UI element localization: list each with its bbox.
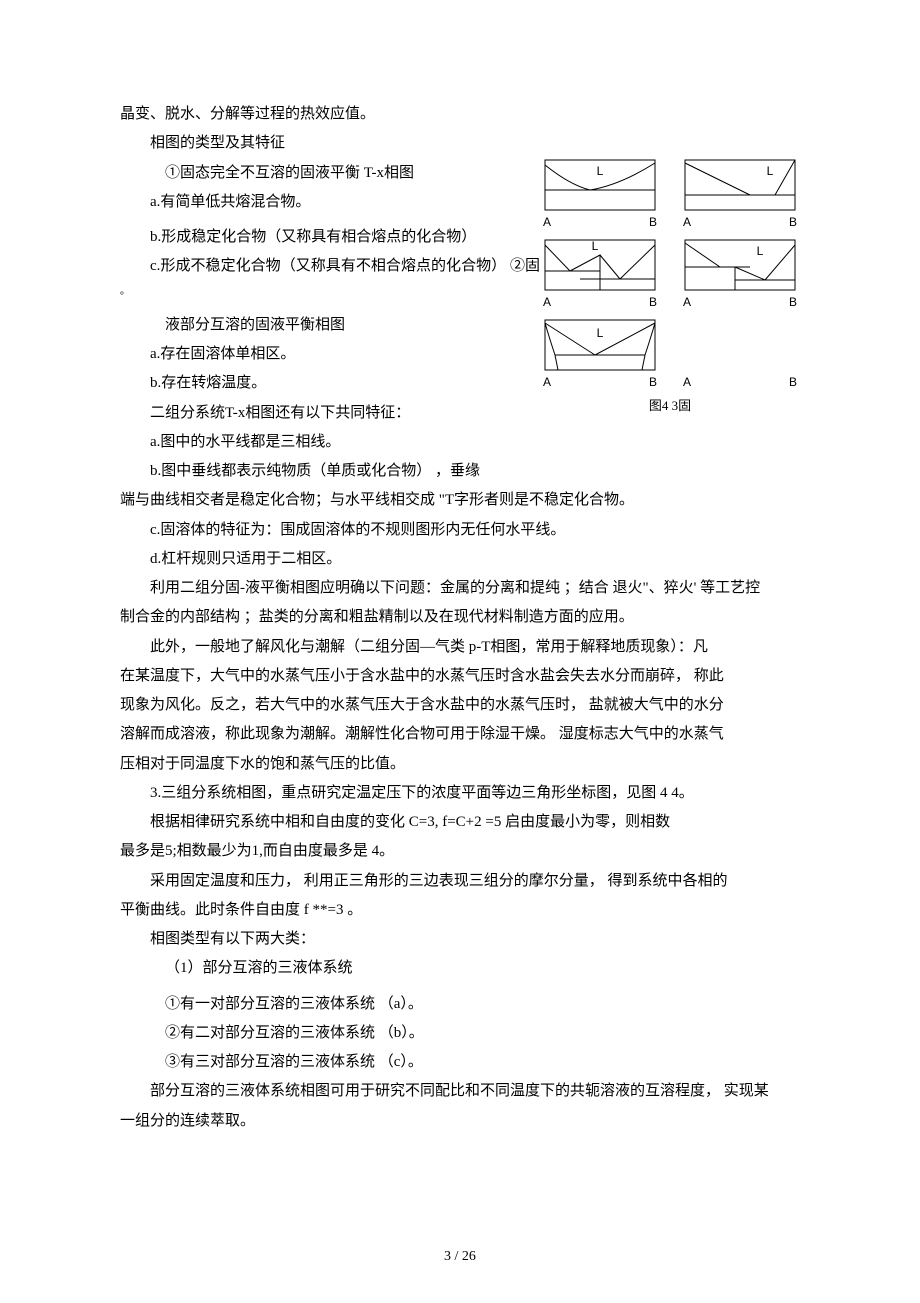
figure-row-3: L A B A B	[540, 315, 800, 389]
para-10: 二组分系统T-x相图还有以下共同特征：	[120, 399, 540, 428]
figure-caption: 图4 3固	[540, 395, 800, 414]
para-3: ①固态完全不互溶的固液平衡 T-x相图	[120, 159, 540, 188]
para-6a: c.形成不稳定化合物（又称具有不相合熔点的化合物） ②固	[150, 258, 540, 274]
para-19: 在某温度下，大气中的水蒸气压小于含水盐中的水蒸气压时含水盐会失去水分而崩碎， 称…	[120, 662, 800, 691]
para-24: 根据相律研究系统中相和自由度的变化 C=3, f=C+2 =5 启由度最小为零，…	[120, 808, 800, 837]
label-L: L	[597, 326, 604, 340]
axis-a: A	[543, 215, 551, 229]
diagram-4: L A B	[680, 235, 800, 309]
page: L A B L A B	[0, 0, 920, 1303]
para-25: 最多是5;相数最少为1,而自由度最多是 4。	[120, 837, 800, 866]
axis-a: A	[683, 215, 691, 229]
axis-b: B	[649, 215, 657, 229]
axis-a: A	[543, 375, 551, 389]
label-L: L	[757, 244, 764, 258]
figure-row-2: L A B L A	[540, 235, 800, 309]
diagram-3: L A B	[540, 235, 660, 309]
para-32: ③有三对部分互溶的三液体系统 （c）。	[120, 1048, 800, 1077]
para-26: 采用固定温度和压力， 利用正三角形的三边表现三组分的摩尔分量， 得到系统中各相的	[120, 867, 800, 896]
para-28: 相图类型有以下两大类：	[120, 925, 800, 954]
figure-4-3: L A B L A B	[540, 155, 800, 414]
para-6: c.形成不稳定化合物（又称具有不相合熔点的化合物） ②固 。	[120, 252, 540, 311]
axis-a: A	[683, 295, 691, 309]
para-17: 制合金的内部结构 ；盐类的分离和粗盐精制以及在现代材料制造方面的应用。	[120, 603, 800, 632]
para-22: 压相对于同温度下水的饱和蒸气压的比值。	[120, 750, 800, 779]
para-30: ①有一对部分互溶的三液体系统 （a）。	[120, 990, 800, 1019]
para-7: 液部分互溶的固液平衡相图	[120, 311, 540, 340]
para-9: b.存在转熔温度。	[120, 369, 540, 398]
left-column: ①固态完全不互溶的固液平衡 T-x相图 a.有简单低共熔混合物。 b.形成稳定化…	[120, 159, 540, 487]
para-34: 一组分的连续萃取。	[120, 1107, 800, 1136]
page-footer: 3 / 26	[0, 1249, 920, 1265]
para-16: 利用二组分固-液平衡相图应明确以下问题：金属的分离和提纯 ；结合 退火"、猝火'…	[120, 574, 800, 603]
para-14: c.固溶体的特征为：围成固溶体的不规则图形内无任何水平线。	[120, 516, 800, 545]
axis-a: A	[683, 375, 691, 389]
para-33: 部分互溶的三液体系统相图可用于研究不同配比和不同温度下的共轭溶液的互溶程度， 实…	[120, 1077, 800, 1106]
para-18: 此外，一般地了解风化与潮解（二组分固—气类 p-T相图，常用于解释地质现象）：凡	[120, 633, 800, 662]
para-15: d.杠杆规则只适用于二相区。	[120, 545, 800, 574]
para-23: 3.三组分系统相图，重点研究定温定压下的浓度平面等边三角形坐标图，见图 4 4。	[120, 779, 800, 808]
axis-b: B	[789, 215, 797, 229]
para-5: b.形成稳定化合物（又称具有相合熔点的化合物）	[120, 223, 540, 252]
para-27: 平衡曲线。此时条件自由度 f **=3 。	[120, 896, 800, 925]
para-8: a.存在固溶体单相区。	[120, 340, 540, 369]
axis-b: B	[789, 295, 797, 309]
para-1: 晶变、脱水、分解等过程的热效应值。	[120, 100, 800, 129]
diagram-6-placeholder: A B	[680, 315, 800, 389]
diagram-5: L A B	[540, 315, 660, 389]
axis-b: B	[649, 375, 657, 389]
para-11: a.图中的水平线都是三相线。	[120, 428, 540, 457]
para-13: 端与曲线相交者是稳定化合物；与水平线相交成 "T字形者则是不稳定化合物。	[120, 486, 800, 515]
figure-row-1: L A B L A B	[540, 155, 800, 229]
axis-b: B	[649, 295, 657, 309]
para-29: （1）部分互溶的三液体系统	[120, 954, 800, 983]
para-4: a.有简单低共熔混合物。	[120, 188, 540, 217]
para-21: 溶解而成溶液，称此现象为潮解。潮解性化合物可用于除湿干燥。 湿度标志大气中的水蒸…	[120, 720, 800, 749]
label-L: L	[597, 164, 604, 178]
axis-b: B	[789, 375, 797, 389]
para-31: ②有二对部分互溶的三液体系统 （b）。	[120, 1019, 800, 1048]
diagram-1: L A B	[540, 155, 660, 229]
label-L: L	[767, 164, 774, 178]
diagram-2: L A B	[680, 155, 800, 229]
deg-mark: 。	[120, 286, 130, 297]
para-12: b.图中垂线都表示纯物质（单质或化合物） ，垂缘	[120, 457, 540, 486]
label-L: L	[592, 239, 599, 253]
axis-a: A	[543, 295, 551, 309]
para-20: 现象为风化。反之，若大气中的水蒸气压大于含水盐中的水蒸气压时， 盐就被大气中的水…	[120, 691, 800, 720]
